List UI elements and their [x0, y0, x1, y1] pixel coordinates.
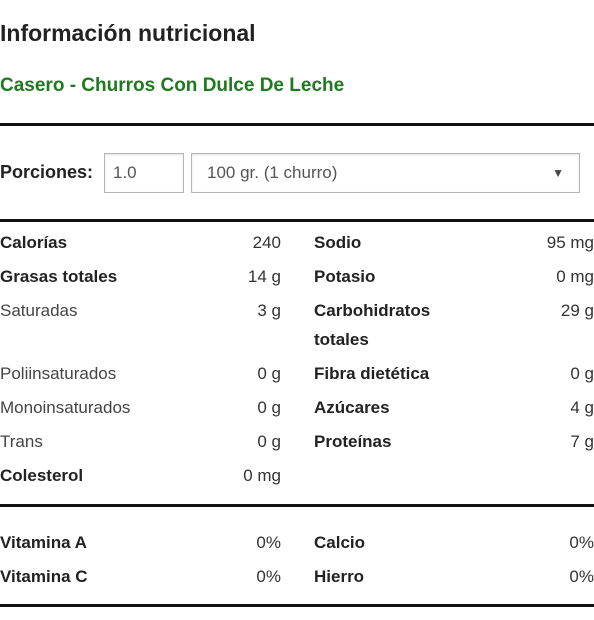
- nutrient-value: 0 g: [257, 364, 281, 383]
- nutrient-label: Saturadas: [0, 301, 78, 320]
- divider-servings: [0, 219, 594, 222]
- nutrient-label: Potasio: [314, 267, 376, 286]
- nutrient-label: Fibra dietética: [314, 364, 430, 383]
- nutrient-label: Poliinsaturados: [0, 364, 117, 383]
- nutrient-value: 7 g: [570, 432, 594, 451]
- food-name: Casero - Churros Con Dulce De Leche: [0, 75, 345, 96]
- nutrient-label: Grasas totales: [0, 267, 118, 286]
- nutrient-value: 4 g: [570, 398, 594, 417]
- servings-amount-value: 1.0: [113, 163, 137, 182]
- chevron-down-icon: ▼: [552, 166, 564, 180]
- nutrient-value: 29 g: [560, 301, 594, 320]
- nutrient-label: Azúcares: [314, 398, 390, 417]
- mineral-label: Calcio: [314, 533, 366, 552]
- vitamin-value: 0%: [256, 567, 281, 586]
- divider-vitamins: [0, 504, 594, 507]
- nutrient-value: 95 mg: [546, 233, 594, 252]
- nutrient-value: 0 mg: [556, 267, 594, 286]
- nutrient-value: 240: [252, 233, 281, 252]
- servings-amount-input[interactable]: 1.0: [104, 153, 184, 193]
- divider-bottom: [0, 604, 594, 607]
- vitamin-value: 0%: [256, 533, 281, 552]
- nutrient-label: Trans: [0, 432, 43, 451]
- nutrient-label: Proteínas: [314, 432, 392, 451]
- nutrient-label: Colesterol: [0, 466, 84, 485]
- serving-size-value: 100 gr. (1 churro): [207, 163, 338, 182]
- nutrient-label: Sodio: [314, 233, 362, 252]
- nutrient-value: 0 g: [570, 364, 594, 383]
- mineral-label: Hierro: [314, 567, 365, 586]
- mineral-value: 0%: [569, 567, 594, 586]
- nutrient-label: Calorías: [0, 233, 68, 252]
- nutrient-value: 0 g: [257, 432, 281, 451]
- nutrient-label: Carbohidratos totales: [314, 301, 431, 349]
- servings-label: Porciones:: [0, 162, 94, 182]
- serving-size-select[interactable]: 100 gr. (1 churro) ▼: [191, 153, 580, 193]
- nutrient-value: 0 mg: [243, 466, 281, 485]
- divider-top: [0, 123, 594, 126]
- vitamin-label: Vitamina C: [0, 567, 88, 586]
- vitamin-label: Vitamina A: [0, 533, 87, 552]
- nutrient-value: 3 g: [257, 301, 281, 320]
- nutrient-value: 0 g: [257, 398, 281, 417]
- mineral-value: 0%: [569, 533, 594, 552]
- page-title: Información nutricional: [0, 20, 256, 46]
- nutrient-value: 14 g: [247, 267, 281, 286]
- nutrient-label: Monoinsaturados: [0, 398, 131, 417]
